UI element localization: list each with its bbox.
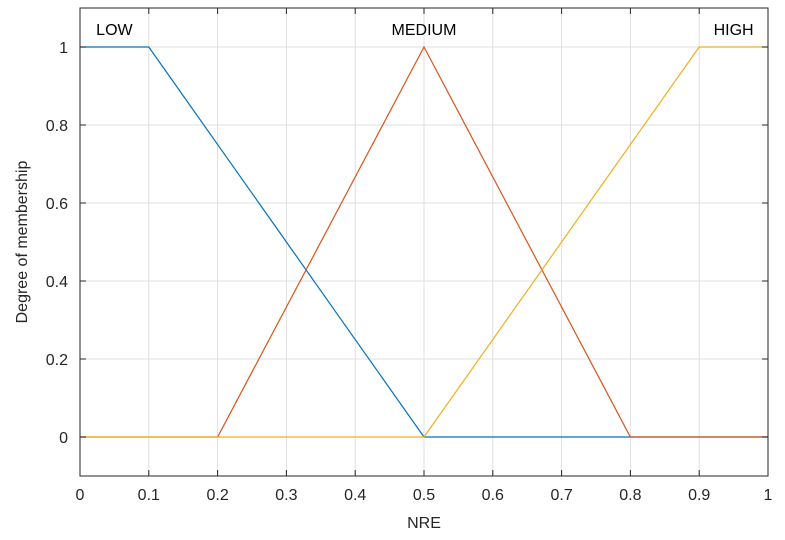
y-tick-label: 0.4 [46,274,68,291]
x-tick-label: 0.8 [619,487,641,504]
x-tick-label: 0 [76,487,85,504]
x-tick-label: 0.9 [688,487,710,504]
x-tick-label: 0.4 [344,487,366,504]
membership-labels: LOW MEDIUM HIGH [96,22,753,39]
series-label-low: LOW [96,22,133,39]
y-axis-label: Degree of membership [14,161,31,324]
x-tick-label: 0.1 [138,487,160,504]
y-tick-label: 0.2 [46,352,68,369]
x-tick-label: 0.7 [550,487,572,504]
x-tick-label: 0.3 [275,487,297,504]
y-tick-label: 0.6 [46,196,68,213]
series-lines [80,45,768,438]
x-tick-label: 0.5 [413,487,435,504]
series-line-high [80,46,768,438]
axis-ticks: 0 0.1 0.2 0.3 0.4 0.5 0.6 0.7 0.8 0.9 1 0 0.2 0.4 0.6 0… [46,8,773,504]
series-line-low [80,46,768,438]
x-tick-label: 1 [764,487,773,504]
y-tick-label: 1 [59,40,68,57]
series-label-medium: MEDIUM [392,22,457,39]
x-tick-label: 0.6 [482,487,504,504]
x-axis-label: NRE [407,515,441,532]
y-tick-label: 0.8 [46,118,68,135]
y-tick-label: 0 [59,430,68,447]
x-tick-label: 0.2 [206,487,228,504]
series-label-high: HIGH [714,22,754,39]
